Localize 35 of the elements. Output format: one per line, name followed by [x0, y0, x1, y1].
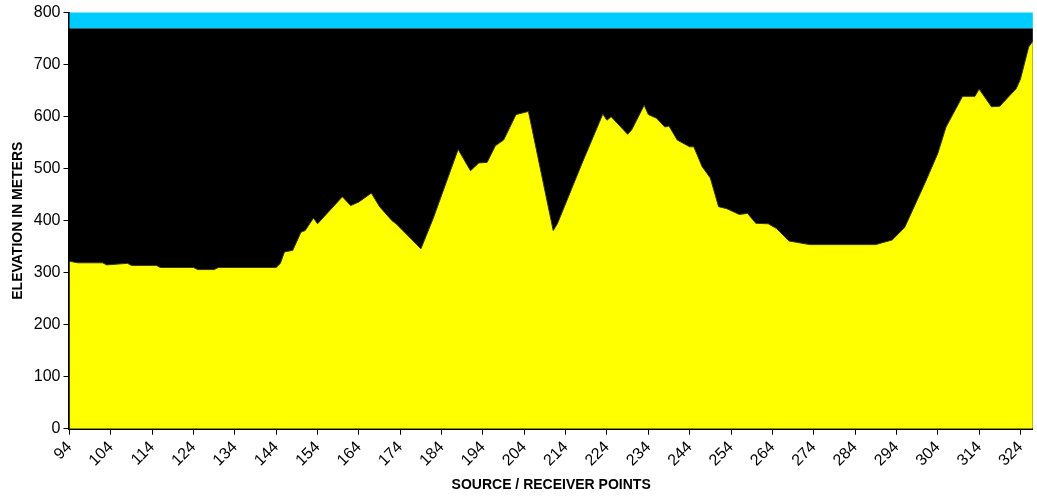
x-tick-label: 264 — [746, 437, 778, 469]
x-tick-label: 184 — [415, 437, 447, 469]
x-tick-label: 314 — [953, 437, 985, 469]
y-tick-label: 200 — [33, 315, 61, 333]
x-tick-label: 234 — [622, 437, 654, 469]
x-tick-label: 254 — [705, 437, 737, 469]
y-tick-label: 600 — [33, 107, 61, 125]
x-tick-label: 224 — [581, 437, 613, 469]
y-tick-label: 500 — [33, 159, 61, 177]
x-tick-label: 164 — [333, 437, 365, 469]
y-tick-label: 300 — [33, 263, 61, 281]
x-tick-label: 174 — [374, 437, 406, 469]
y-tick-label: 400 — [33, 211, 61, 229]
x-tick-label: 214 — [539, 437, 571, 469]
x-tick-label: 134 — [209, 437, 241, 469]
x-tick-label: 284 — [829, 437, 861, 469]
x-tick-label: 104 — [85, 437, 117, 469]
x-tick-label: 94 — [50, 437, 75, 463]
y-tick-label: 0 — [51, 419, 61, 437]
x-tick-label: 154 — [291, 437, 323, 469]
x-tick-label: 204 — [498, 437, 530, 469]
x-tick-label: 274 — [788, 437, 819, 469]
x-tick-label: 304 — [912, 437, 944, 469]
y-tick-label: 700 — [33, 55, 61, 73]
x-tick-label: 324 — [994, 437, 1026, 469]
x-tick-label: 244 — [664, 437, 695, 469]
x-tick-label: 294 — [870, 437, 902, 469]
x-tick-label: 194 — [457, 437, 489, 469]
y-tick-label: 100 — [33, 367, 61, 385]
y-axis-title: ELEVATION IN METERS — [9, 141, 26, 300]
x-axis-title: SOURCE / RECEIVER POINTS — [451, 476, 651, 493]
x-tick-label: 144 — [250, 437, 282, 469]
x-tick-label: 124 — [167, 437, 199, 469]
x-tick-label: 114 — [127, 437, 158, 468]
y-tick-label: 800 — [33, 3, 61, 21]
